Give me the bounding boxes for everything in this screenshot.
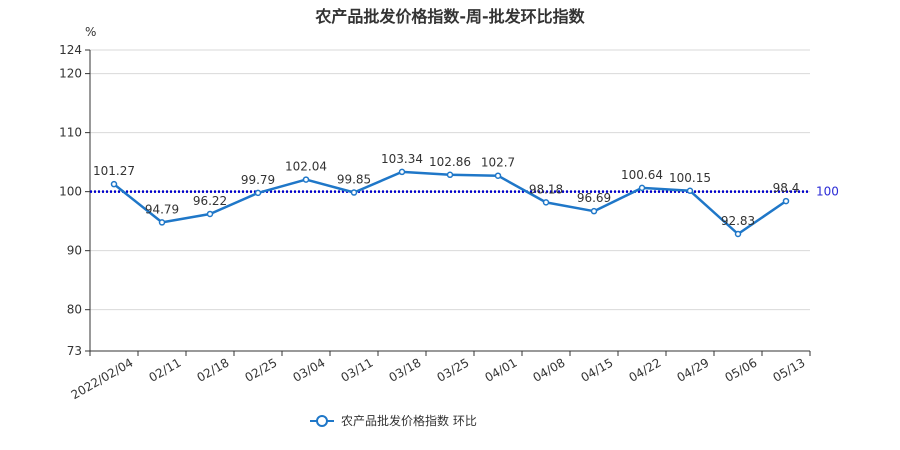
x-tick-label: 02/11 (147, 355, 184, 384)
data-point (590, 207, 598, 215)
x-tick-label: 04/22 (627, 355, 664, 384)
series-layer (110, 168, 790, 238)
data-point (206, 210, 214, 218)
data-point (734, 230, 742, 238)
y-tick-label: 124 (59, 43, 82, 57)
axis-layer: 73 80 90 100 110 120 124 2022/02/04 02/11 02/18 02… (59, 43, 811, 402)
x-tick-label: 2022/02/04 (69, 355, 136, 402)
x-tick-label: 03/25 (435, 355, 472, 384)
legend-marker-icon (316, 415, 328, 427)
data-label: 102.7 (481, 156, 515, 170)
x-tick-label: 03/11 (339, 355, 376, 384)
legend-label: 农产品批发价格指数 环比 (341, 413, 477, 428)
reference-line-label: 100 (816, 185, 839, 199)
data-label: 102.04 (285, 160, 327, 174)
data-point (110, 180, 118, 188)
x-tick-label: 03/18 (387, 355, 424, 384)
x-tick-label: 04/15 (579, 355, 616, 384)
data-point (446, 171, 454, 179)
data-point (494, 172, 502, 179)
data-point (782, 197, 790, 205)
data-label: 102.86 (429, 155, 471, 169)
x-tick-label: 04/29 (675, 355, 712, 384)
y-unit-label: % (85, 25, 96, 39)
data-point (398, 168, 406, 176)
y-tick-label: 100 (59, 185, 82, 199)
y-tick-label: 110 (59, 126, 82, 140)
data-label: 99.79 (241, 173, 275, 187)
data-point (542, 199, 550, 206)
y-tick-label: 90 (67, 244, 82, 258)
data-label: 96.69 (577, 191, 611, 205)
x-tick-label: 04/01 (483, 355, 520, 384)
data-point (158, 219, 166, 226)
data-label: 100.15 (669, 171, 711, 185)
data-point (254, 189, 262, 197)
x-tick-label: 05/06 (723, 355, 760, 384)
data-label: 94.79 (145, 202, 179, 216)
data-label: 96.22 (193, 194, 227, 208)
x-tick-label: 04/08 (531, 355, 568, 384)
chart-title: 农产品批发价格指数-周-批发环比指数 (314, 7, 585, 26)
legend[interactable]: 农产品批发价格指数 环比 (310, 413, 477, 428)
data-label: 99.85 (337, 173, 371, 187)
data-label: 98.18 (529, 182, 563, 196)
x-tick-label: 02/18 (195, 355, 232, 384)
x-tick-label: 03/04 (291, 355, 328, 384)
data-label: 98.4 (773, 181, 800, 195)
y-tick-label: 73 (67, 344, 82, 358)
data-label: 100.64 (621, 168, 663, 182)
data-label: 101.27 (93, 164, 135, 178)
data-label-layer: 101.27 94.79 96.22 99.79 102.04 99.85 103.34 10… (93, 152, 799, 228)
y-tick-label: 80 (67, 303, 82, 317)
data-point (350, 189, 358, 196)
x-tick-label: 05/13 (771, 355, 808, 384)
x-tick-label: 02/25 (243, 355, 280, 384)
data-point (302, 176, 310, 183)
data-label: 92.83 (721, 214, 755, 228)
data-point (686, 187, 694, 195)
y-tick-label: 120 (59, 67, 82, 81)
data-label: 103.34 (381, 152, 423, 166)
data-point (638, 184, 646, 192)
